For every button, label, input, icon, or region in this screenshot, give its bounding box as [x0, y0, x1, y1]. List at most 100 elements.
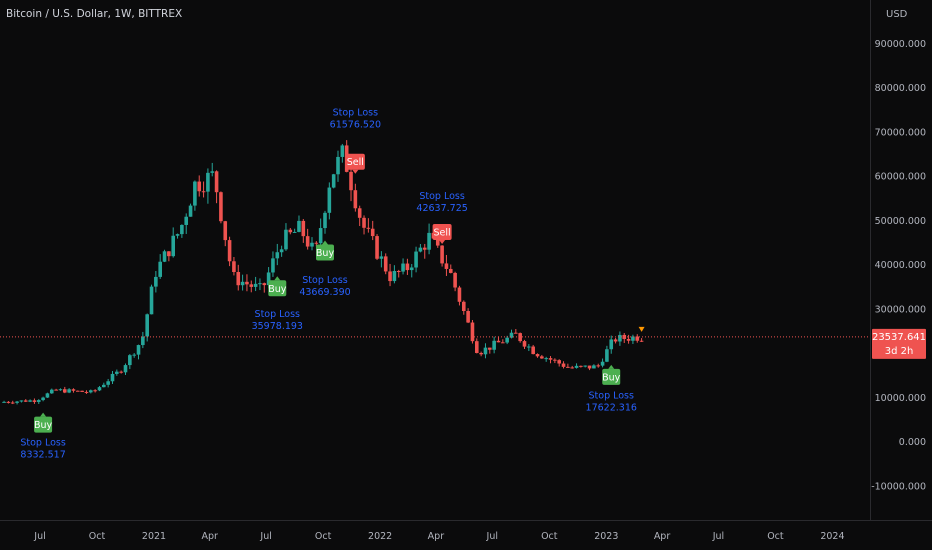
candle-body [136, 345, 141, 355]
candle-body [557, 360, 561, 364]
candle-body [288, 229, 293, 233]
candle-body [67, 389, 71, 393]
candle-body [405, 263, 410, 271]
candle-body [93, 390, 97, 392]
time-tick-label: Oct [541, 531, 558, 542]
candle-body [540, 356, 544, 359]
candle-body [223, 221, 228, 241]
candle-body [305, 236, 310, 247]
candle-body [340, 145, 345, 157]
candle-body [19, 400, 24, 402]
candle-body [180, 224, 184, 235]
stop-loss-label: Stop Loss [419, 191, 465, 202]
candle-body [639, 340, 644, 342]
candle-body [349, 171, 353, 191]
candle-body [470, 322, 475, 342]
candle-body [422, 247, 427, 250]
candle-body [366, 227, 371, 229]
candle-body [102, 384, 106, 388]
stop-loss-value: 17622.316 [586, 402, 637, 413]
candle-body [227, 240, 232, 262]
candle-body [41, 397, 45, 401]
candle-body [331, 174, 336, 188]
price-tick-label: 90000.000 [875, 39, 926, 50]
candle-body [6, 401, 11, 403]
candle-body [474, 341, 479, 353]
candle-body [284, 229, 288, 250]
time-tick-label: Apr [202, 531, 219, 542]
candle-body [162, 251, 167, 262]
candle-body [548, 358, 553, 360]
candle-body [62, 389, 67, 393]
current-price-badge: 23537.641 3d 2h [872, 328, 926, 359]
signal-pointer [608, 364, 615, 369]
candle-body [483, 347, 488, 355]
time-tick-label: 2024 [820, 531, 844, 542]
candle-body [596, 365, 601, 367]
candle-body [527, 346, 531, 348]
candle-body [618, 334, 622, 342]
candle-body [123, 365, 128, 373]
candle-body [535, 354, 540, 357]
candle-body [167, 251, 171, 257]
candle-body [505, 337, 509, 343]
candle-body [106, 381, 110, 385]
candle-body [609, 339, 614, 350]
stop-loss-label: Stop Loss [302, 275, 348, 286]
candle-body [605, 349, 609, 362]
candle-body [253, 283, 258, 287]
candle-body [132, 354, 136, 356]
candle-body [600, 361, 605, 366]
signal-badge-text: Buy [34, 420, 53, 431]
candle-body [409, 267, 414, 271]
time-axis[interactable]: Jul Oct 2021 Apr Jul Oct 2022 Apr Jul Oct 2023 Apr J… [33, 531, 844, 542]
candle-body [214, 171, 219, 193]
candle-body [440, 245, 444, 264]
current-price-value: 23537.641 [872, 332, 926, 343]
candle-body [379, 256, 384, 259]
candle-body [566, 366, 570, 368]
candle-body [206, 172, 210, 192]
candle-body [514, 332, 518, 334]
candle-body [49, 389, 54, 394]
candle-body [301, 220, 306, 237]
candle-body [418, 247, 423, 252]
candle-body [188, 205, 193, 217]
signal-badge [345, 153, 365, 170]
candle-body [97, 387, 102, 391]
candle-body [388, 271, 392, 282]
signal-badge-text: Buy [602, 372, 621, 383]
candle-body [553, 359, 557, 361]
candle-body [145, 314, 149, 337]
candle-body [193, 181, 197, 206]
price-tick-label: 40000.000 [875, 260, 926, 271]
candle-body [457, 287, 462, 302]
candle-body [75, 390, 80, 392]
price-tick-label: 0.000 [899, 437, 926, 448]
signal-pointer [40, 412, 47, 417]
candle-body [266, 272, 271, 286]
candle-body [587, 365, 592, 369]
candle-body [197, 181, 202, 192]
candle-body [583, 365, 588, 367]
price-axis[interactable]: 90000.000 80000.000 70000.000 60000.000 5000… [871, 39, 926, 493]
candle-body [141, 336, 145, 346]
candle-body [110, 373, 115, 382]
candle-body [327, 187, 332, 213]
candle-body [370, 228, 375, 237]
candle-body [54, 389, 58, 391]
signal-pointer [352, 169, 359, 174]
candle-body [375, 236, 379, 259]
candle-body [184, 216, 189, 225]
candle-body [631, 336, 635, 341]
candle-body [271, 258, 275, 273]
candle-body [275, 252, 280, 259]
